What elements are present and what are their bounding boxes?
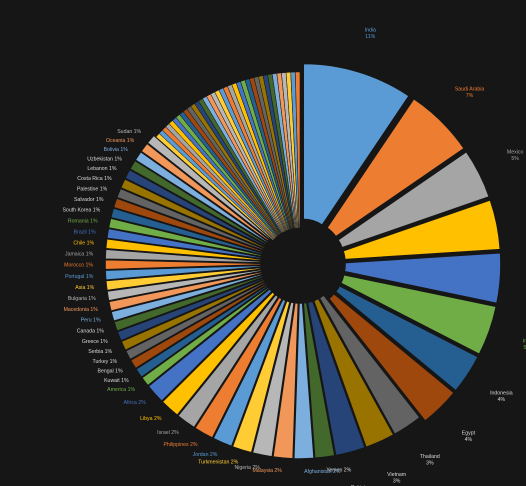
slice-thailand <box>318 293 422 436</box>
label-palestine: Palestine 1% <box>77 186 108 192</box>
label-egypt: Egypt 4% <box>462 430 476 443</box>
label-canada: Canada 1% <box>77 328 104 334</box>
label-indonesia: Indonesia 4% <box>490 390 513 403</box>
label-india: India 11% <box>365 27 376 39</box>
label-mexico: Mexico 5% <box>507 149 524 162</box>
label-macedonia: Macedonia 1% <box>64 307 99 313</box>
label-kuwait: Kuwait 1% <box>104 378 129 384</box>
label-saudi-arabia: Saudi Arabia 7% <box>455 87 485 100</box>
label-iran: Iran5% <box>523 338 526 351</box>
slice-indonesia <box>334 284 480 393</box>
label-peru: Peru 1% <box>81 318 101 324</box>
slice-russia <box>341 198 502 261</box>
slice-unlabelled <box>295 71 301 229</box>
slice-iran <box>339 273 498 356</box>
label-greece: Greece 1% <box>82 339 108 345</box>
label-salvador: Salvador 1% <box>74 197 104 203</box>
label-africa: Africa 2% <box>124 400 147 406</box>
label-asia: Asia 1% <box>75 285 94 291</box>
label-afghanistan: Afghanistan 2% <box>304 469 341 475</box>
slice-algeria <box>343 251 502 305</box>
label-philippines: Philippines 2% <box>163 442 197 448</box>
label-brazil: Brazil 1% <box>74 229 96 235</box>
label-oceania: Oceania 1% <box>106 138 135 144</box>
label-america: America 1% <box>107 387 135 393</box>
slice-mexico <box>336 150 491 249</box>
pie-slices <box>104 62 502 460</box>
label-turkey: Turkey 1% <box>93 359 118 365</box>
label-serbia: Serbia 1% <box>88 349 112 355</box>
label-sudan: Sudan 1% <box>117 129 141 135</box>
slice-india <box>302 62 411 227</box>
label-portugal: Portugal 1% <box>65 274 94 280</box>
label-morocco: Morocco 1% <box>64 263 93 269</box>
label-lebanon: Lebanon 1% <box>87 166 117 172</box>
slice-egypt <box>327 292 456 423</box>
label-costa-rica: Costa Rica 1% <box>77 176 112 182</box>
label-bengal: Bengal 1% <box>98 369 123 375</box>
label-jordan: Jordan 2% <box>193 452 218 458</box>
label-thailand: Thailand 3% <box>420 454 440 467</box>
slice-vietnam <box>312 297 395 449</box>
label-south-korea: South Korea 1% <box>62 208 100 214</box>
label-libya: Libya 2% <box>140 416 162 422</box>
label-bulgaria: Bulgaria 1% <box>68 296 96 302</box>
label-israel: Israel 2% <box>157 430 179 436</box>
label-malaysia: Malaysia 2% <box>252 468 282 474</box>
label-bolivia: Bolivia 1% <box>104 147 129 153</box>
label-turkmenistan: Turkmenistan 2% <box>198 460 239 466</box>
label-chile: Chile 1% <box>73 240 94 246</box>
label-romania: Romania 1% <box>68 218 98 224</box>
label-yemen: Yemen 2% <box>326 467 351 473</box>
label-uzbekistan: Uzbekistan 1% <box>87 156 122 162</box>
label-pakistan: Pakistan3% <box>351 485 371 486</box>
label-vietnam: Vietnam 3% <box>387 472 406 485</box>
label-jamaica: Jamaica 1% <box>65 252 94 258</box>
label-nigeria: Nigeria 2% <box>234 465 260 471</box>
donut-hole <box>266 230 334 298</box>
slice-saudi-arabia <box>325 97 466 239</box>
